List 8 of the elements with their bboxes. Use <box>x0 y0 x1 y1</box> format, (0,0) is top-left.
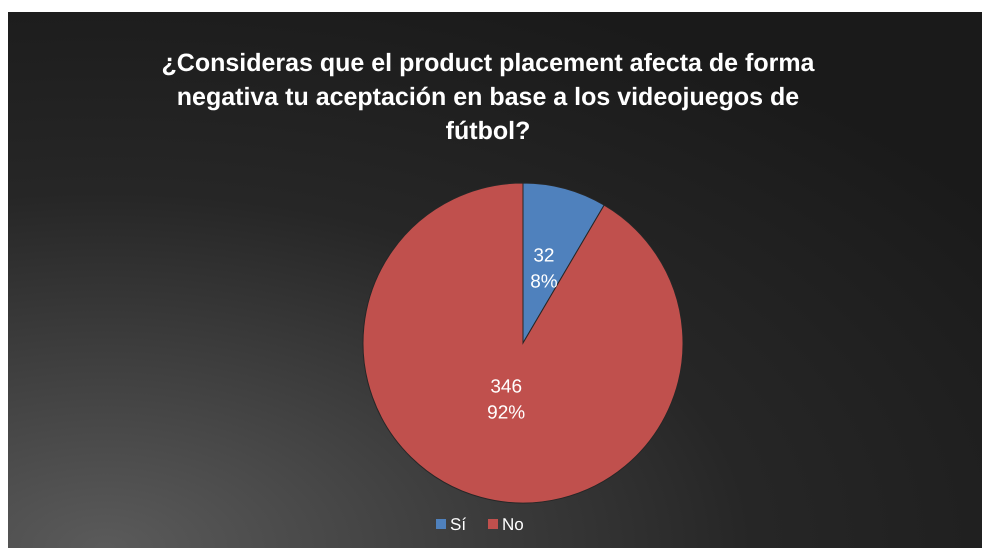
pie-slice <box>362 182 684 504</box>
chart-title: ¿Consideras que el product placement afecta de forma negativa tu aceptación en base a los videojuegos de fútbol? <box>162 49 816 145</box>
legend-item: Sí <box>436 515 466 534</box>
data-label: 346 92% <box>487 376 526 424</box>
slice-label: No <box>502 515 524 534</box>
legend-label: Sí <box>450 515 466 534</box>
data-label: 32 8% <box>530 246 558 293</box>
legend-item: No <box>488 515 524 534</box>
